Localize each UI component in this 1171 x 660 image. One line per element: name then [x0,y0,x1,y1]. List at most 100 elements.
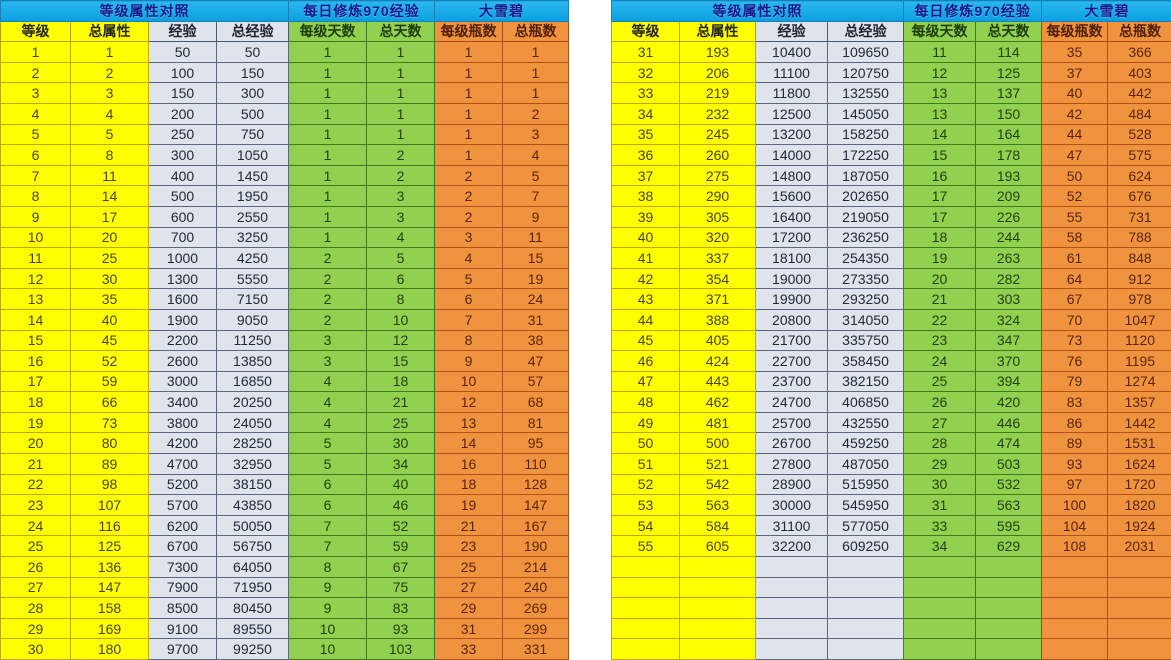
cell-exp[interactable]: 26700 [755,432,829,455]
cell-level[interactable]: 31 [611,41,681,63]
cell-total-bottles[interactable]: 403 [1107,61,1171,84]
cell-total-attr[interactable]: 320 [679,226,757,249]
cell-bottles-per-level[interactable]: 6 [434,288,504,310]
cell-bottles-per-level[interactable]: 67 [1041,288,1109,310]
cell-total-exp[interactable]: 3250 [216,226,289,249]
cell-level[interactable]: 37 [611,164,681,187]
cell-total-days[interactable] [975,617,1043,640]
cell-total-days[interactable]: 629 [975,535,1043,558]
cell-days-per-level[interactable]: 4 [288,411,367,434]
cell-exp[interactable]: 2200 [148,329,217,352]
cell-days-per-level[interactable]: 4 [288,391,367,413]
cell-level[interactable]: 1 [0,41,71,63]
cell-days-per-level[interactable] [903,576,977,599]
cell-total-exp[interactable]: 487050 [827,453,905,475]
cell-bottles-per-level[interactable]: 10 [434,370,504,393]
cell-total-bottles[interactable]: 128 [502,473,570,496]
cell-exp[interactable]: 7300 [148,556,217,578]
cell-days-per-level[interactable]: 17 [903,185,977,207]
cell-total-bottles[interactable]: 24 [502,288,570,310]
cell-days-per-level[interactable] [903,597,977,619]
cell-total-bottles[interactable] [1107,576,1171,599]
cell-total-attr[interactable] [679,617,757,640]
cell-total-bottles[interactable]: 38 [502,329,570,352]
cell-total-bottles[interactable]: 2031 [1107,535,1171,558]
cell-total-attr[interactable]: 107 [70,494,149,516]
cell-bottles-per-level[interactable]: 89 [1041,432,1109,455]
cell-total-attr[interactable]: 98 [70,473,149,496]
cell-level[interactable]: 2 [0,61,71,84]
column-header-total-exp[interactable]: 总经验 [827,20,905,43]
cell-total-exp[interactable]: 358450 [827,350,905,372]
cell-total-exp[interactable] [827,597,905,619]
cell-days-per-level[interactable]: 2 [288,247,367,269]
cell-total-days[interactable]: 446 [975,411,1043,434]
cell-total-bottles[interactable]: 331 [502,638,570,660]
cell-total-days[interactable]: 3 [365,185,436,207]
cell-total-bottles[interactable]: 1624 [1107,453,1171,475]
cell-level[interactable]: 36 [611,144,681,166]
cell-total-days[interactable]: 193 [975,164,1043,187]
cell-level[interactable]: 4 [0,102,71,125]
cell-days-per-level[interactable]: 2 [288,308,367,331]
cell-total-exp[interactable]: 38150 [216,473,289,496]
cell-bottles-per-level[interactable]: 25 [434,556,504,578]
cell-total-days[interactable]: 6 [365,267,436,290]
cell-days-per-level[interactable]: 13 [903,82,977,104]
cell-total-days[interactable]: 1 [365,123,436,146]
cell-level[interactable]: 20 [0,432,71,455]
cell-total-days[interactable]: 370 [975,350,1043,372]
cell-total-bottles[interactable]: 1195 [1107,350,1171,372]
cell-total-attr[interactable]: 2 [70,61,149,84]
cell-level[interactable]: 18 [0,391,71,413]
cell-level[interactable]: 32 [611,61,681,84]
cell-total-bottles[interactable]: 11 [502,226,570,249]
cell-total-days[interactable]: 209 [975,185,1043,207]
cell-total-bottles[interactable]: 5 [502,164,570,187]
cell-days-per-level[interactable]: 33 [903,514,977,537]
cell-days-per-level[interactable]: 10 [288,638,367,660]
cell-total-attr[interactable]: 4 [70,102,149,125]
cell-total-attr[interactable]: 206 [679,61,757,84]
cell-total-days[interactable]: 394 [975,370,1043,393]
cell-total-bottles[interactable]: 788 [1107,226,1171,249]
cell-total-exp[interactable]: 64050 [216,556,289,578]
cell-bottles-per-level[interactable]: 2 [434,185,504,207]
cell-total-days[interactable]: 30 [365,432,436,455]
cell-total-exp[interactable]: 56750 [216,535,289,558]
cell-days-per-level[interactable]: 14 [903,123,977,146]
cell-level[interactable]: 42 [611,267,681,290]
cell-days-per-level[interactable]: 19 [903,247,977,269]
cell-total-days[interactable]: 75 [365,576,436,599]
cell-level[interactable]: 41 [611,247,681,269]
cell-level[interactable]: 50 [611,432,681,455]
cell-total-bottles[interactable]: 1274 [1107,370,1171,393]
cell-exp[interactable]: 1300 [148,267,217,290]
cell-level[interactable] [611,556,681,578]
cell-total-days[interactable]: 3 [365,205,436,228]
cell-bottles-per-level[interactable]: 52 [1041,185,1109,207]
cell-total-attr[interactable]: 521 [679,453,757,475]
cell-total-attr[interactable]: 260 [679,144,757,166]
cell-exp[interactable]: 11800 [755,82,829,104]
cell-total-attr[interactable] [679,556,757,578]
cell-total-bottles[interactable]: 1357 [1107,391,1171,413]
cell-bottles-per-level[interactable]: 37 [1041,61,1109,84]
cell-bottles-per-level[interactable] [1041,556,1109,578]
cell-total-bottles[interactable]: 528 [1107,123,1171,146]
cell-total-exp[interactable]: 314050 [827,308,905,331]
cell-bottles-per-level[interactable]: 31 [434,617,504,640]
cell-total-bottles[interactable]: 47 [502,350,570,372]
cell-total-attr[interactable]: 8 [70,144,149,166]
cell-level[interactable] [611,597,681,619]
cell-total-attr[interactable]: 443 [679,370,757,393]
cell-days-per-level[interactable]: 10 [288,617,367,640]
cell-days-per-level[interactable]: 1 [288,164,367,187]
cell-total-exp[interactable]: 545950 [827,494,905,516]
cell-total-attr[interactable]: 584 [679,514,757,537]
cell-total-exp[interactable]: 300 [216,82,289,104]
cell-level[interactable]: 40 [611,226,681,249]
cell-days-per-level[interactable]: 1 [288,205,367,228]
cell-total-attr[interactable]: 605 [679,535,757,558]
cell-total-days[interactable]: 178 [975,144,1043,166]
